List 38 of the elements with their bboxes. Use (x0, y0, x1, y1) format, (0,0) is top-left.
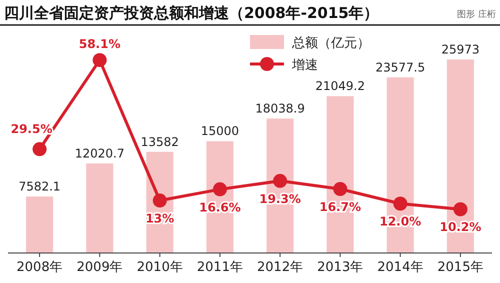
data-label: 23577.5 (376, 60, 426, 74)
x-tick-label: 2009年 (76, 260, 123, 275)
chart-title: 四川全省固定资产投资总额和增速（2008年-2015年） (4, 4, 379, 22)
data-label: 25973 (441, 42, 480, 56)
point (212, 182, 227, 196)
x-tick-label: 2015年 (437, 260, 484, 275)
data-label: 10.2% (440, 220, 482, 234)
point (393, 196, 408, 211)
legend-label: 总额（亿元） (291, 36, 370, 51)
text: 图形 庄桁 (457, 9, 496, 20)
bar (26, 196, 54, 253)
bar (86, 163, 114, 253)
point (273, 174, 288, 188)
data-label: 7582.1 (18, 180, 61, 194)
point (453, 202, 468, 216)
data-label: 13% (145, 212, 174, 226)
data-label: 58.1% (78, 37, 121, 52)
legend-label: 增速 (291, 58, 318, 73)
x-tick-label: 2011年 (196, 260, 243, 275)
x-tick-label: 2014年 (377, 260, 424, 275)
point (92, 53, 107, 68)
x-tick-label: 2010年 (136, 260, 183, 275)
x-tick-label: 2008年 (16, 260, 63, 275)
data-label: 16.6% (199, 200, 241, 214)
data-label: 21049.2 (315, 79, 365, 94)
data-label: 29.5% (10, 122, 52, 136)
x-tick-label: 2012年 (257, 260, 304, 275)
point (152, 194, 167, 208)
data-label: 12.0% (379, 214, 422, 229)
data-label: 19.3% (259, 192, 301, 206)
data-label: 15000 (200, 124, 240, 138)
data-label: 18038.9 (255, 102, 305, 116)
point (32, 142, 47, 156)
point (333, 182, 348, 196)
x-tick-label: 2013年 (317, 260, 364, 275)
data-label: 13582 (140, 134, 179, 149)
data-label: 12020.7 (74, 146, 124, 160)
data-label: 16.7% (319, 200, 362, 214)
